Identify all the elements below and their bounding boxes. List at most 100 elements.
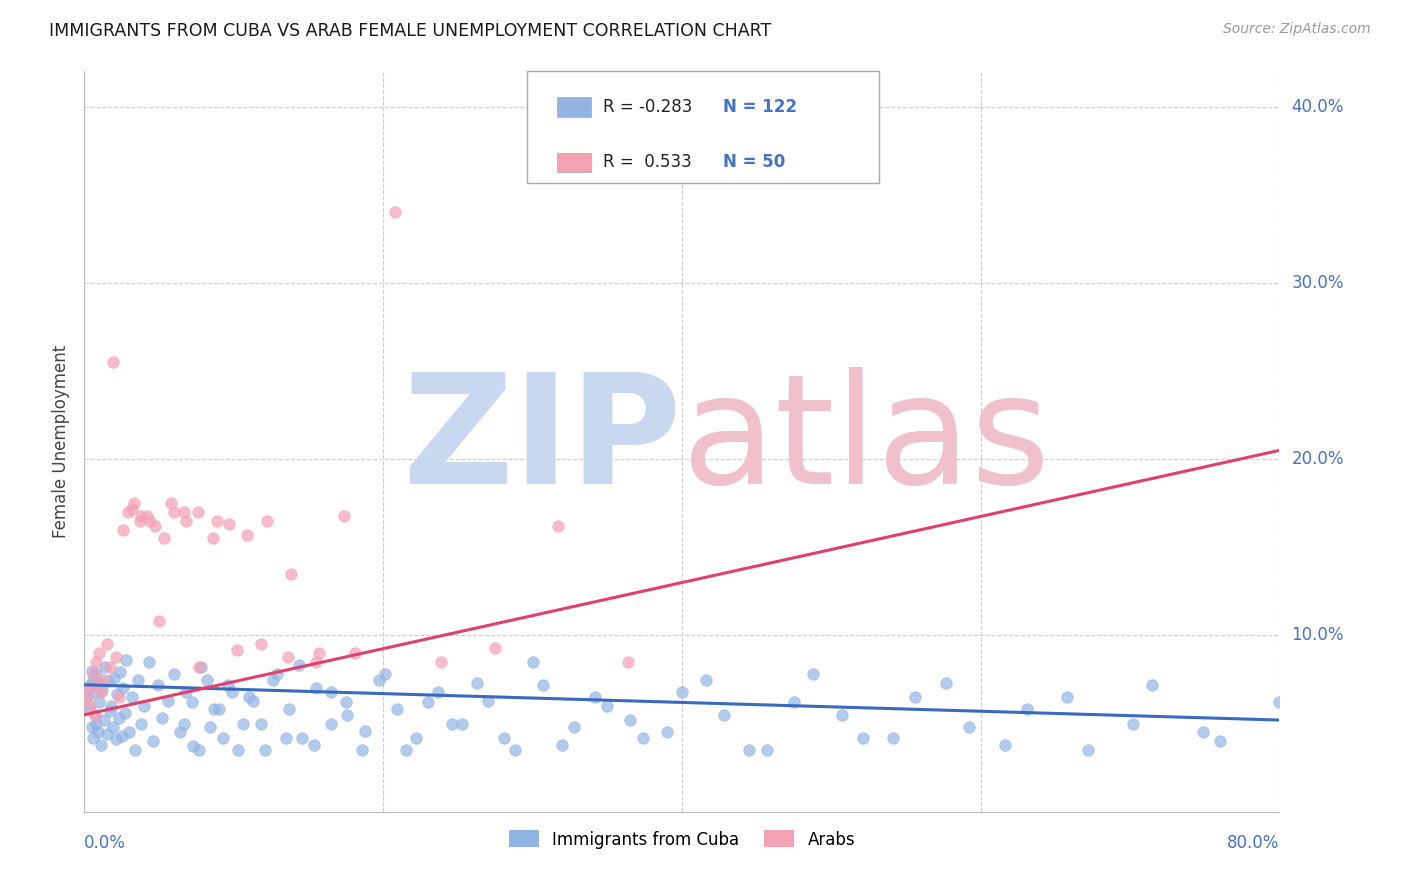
Point	[181, 695, 204, 709]
Point	[187, 505, 209, 519]
Point	[430, 655, 453, 669]
Point	[174, 685, 197, 699]
Point	[86, 667, 108, 681]
Point	[477, 694, 499, 708]
Point	[288, 658, 311, 673]
Point	[319, 716, 342, 731]
Point	[226, 743, 249, 757]
Point	[157, 694, 180, 708]
Point	[89, 676, 111, 690]
Text: atlas: atlas	[682, 367, 1052, 516]
Point	[152, 532, 174, 546]
Point	[218, 517, 240, 532]
Point	[86, 655, 108, 669]
Point	[82, 673, 104, 687]
Point	[427, 685, 450, 699]
Point	[385, 702, 408, 716]
Point	[115, 653, 138, 667]
Point	[291, 731, 314, 745]
Point	[583, 690, 606, 705]
Point	[138, 655, 160, 669]
Y-axis label: Female Unemployment: Female Unemployment	[52, 345, 70, 538]
Point	[201, 532, 224, 546]
Point	[80, 664, 103, 678]
Point	[136, 508, 159, 523]
Point	[242, 694, 264, 708]
Point	[163, 667, 186, 681]
Point	[76, 690, 98, 705]
Point	[146, 678, 169, 692]
Point	[1122, 716, 1144, 731]
Point	[160, 496, 183, 510]
Point	[121, 501, 143, 516]
Point	[105, 687, 128, 701]
Text: ZIP: ZIP	[402, 367, 682, 516]
Point	[212, 731, 235, 745]
Text: R = -0.283: R = -0.283	[603, 98, 693, 116]
Point	[207, 514, 229, 528]
Point	[139, 514, 162, 528]
Point	[83, 707, 105, 722]
Point	[494, 731, 516, 745]
Point	[198, 720, 221, 734]
Point	[274, 731, 297, 745]
Point	[163, 505, 186, 519]
Text: 0.0%: 0.0%	[84, 834, 127, 852]
Point	[994, 738, 1017, 752]
Point	[87, 678, 110, 692]
Point	[904, 690, 927, 705]
Point	[83, 685, 105, 699]
Point	[451, 716, 474, 731]
Point	[236, 528, 259, 542]
Point	[107, 690, 129, 705]
Point	[440, 716, 463, 731]
Point	[384, 205, 406, 219]
Point	[619, 713, 641, 727]
Point	[121, 690, 143, 705]
Point	[90, 685, 112, 699]
Text: 20.0%: 20.0%	[1292, 450, 1344, 468]
Point	[249, 637, 271, 651]
Point	[86, 716, 108, 731]
Text: IMMIGRANTS FROM CUBA VS ARAB FEMALE UNEMPLOYMENT CORRELATION CHART: IMMIGRANTS FROM CUBA VS ARAB FEMALE UNEM…	[49, 22, 772, 40]
Point	[1142, 678, 1164, 692]
Point	[783, 695, 806, 709]
Point	[208, 702, 231, 716]
Point	[416, 695, 439, 709]
Text: 40.0%: 40.0%	[1292, 97, 1344, 116]
Point	[1268, 695, 1291, 709]
Point	[112, 681, 135, 696]
Point	[756, 743, 779, 757]
Point	[80, 720, 103, 734]
Point	[551, 738, 574, 752]
Point	[76, 690, 98, 705]
Text: Source: ZipAtlas.com: Source: ZipAtlas.com	[1223, 22, 1371, 37]
Point	[266, 667, 288, 681]
Point	[531, 678, 554, 692]
Point	[93, 713, 115, 727]
Point	[367, 673, 389, 687]
Point	[256, 514, 278, 528]
Point	[98, 660, 121, 674]
Point	[128, 514, 150, 528]
Point	[190, 660, 212, 674]
Point	[671, 685, 693, 699]
Point	[217, 678, 239, 692]
Point	[957, 720, 980, 734]
Point	[304, 738, 326, 752]
Point	[465, 676, 488, 690]
Point	[118, 725, 141, 739]
Point	[308, 646, 330, 660]
Point	[188, 660, 211, 674]
Point	[101, 355, 124, 369]
Point	[1209, 734, 1232, 748]
Point	[143, 519, 166, 533]
Point	[225, 642, 247, 657]
Point	[150, 711, 173, 725]
Text: 30.0%: 30.0%	[1292, 274, 1344, 292]
Point	[1056, 690, 1078, 705]
Point	[77, 702, 100, 716]
Point	[232, 716, 254, 731]
Text: 10.0%: 10.0%	[1292, 626, 1344, 644]
Point	[101, 720, 124, 734]
